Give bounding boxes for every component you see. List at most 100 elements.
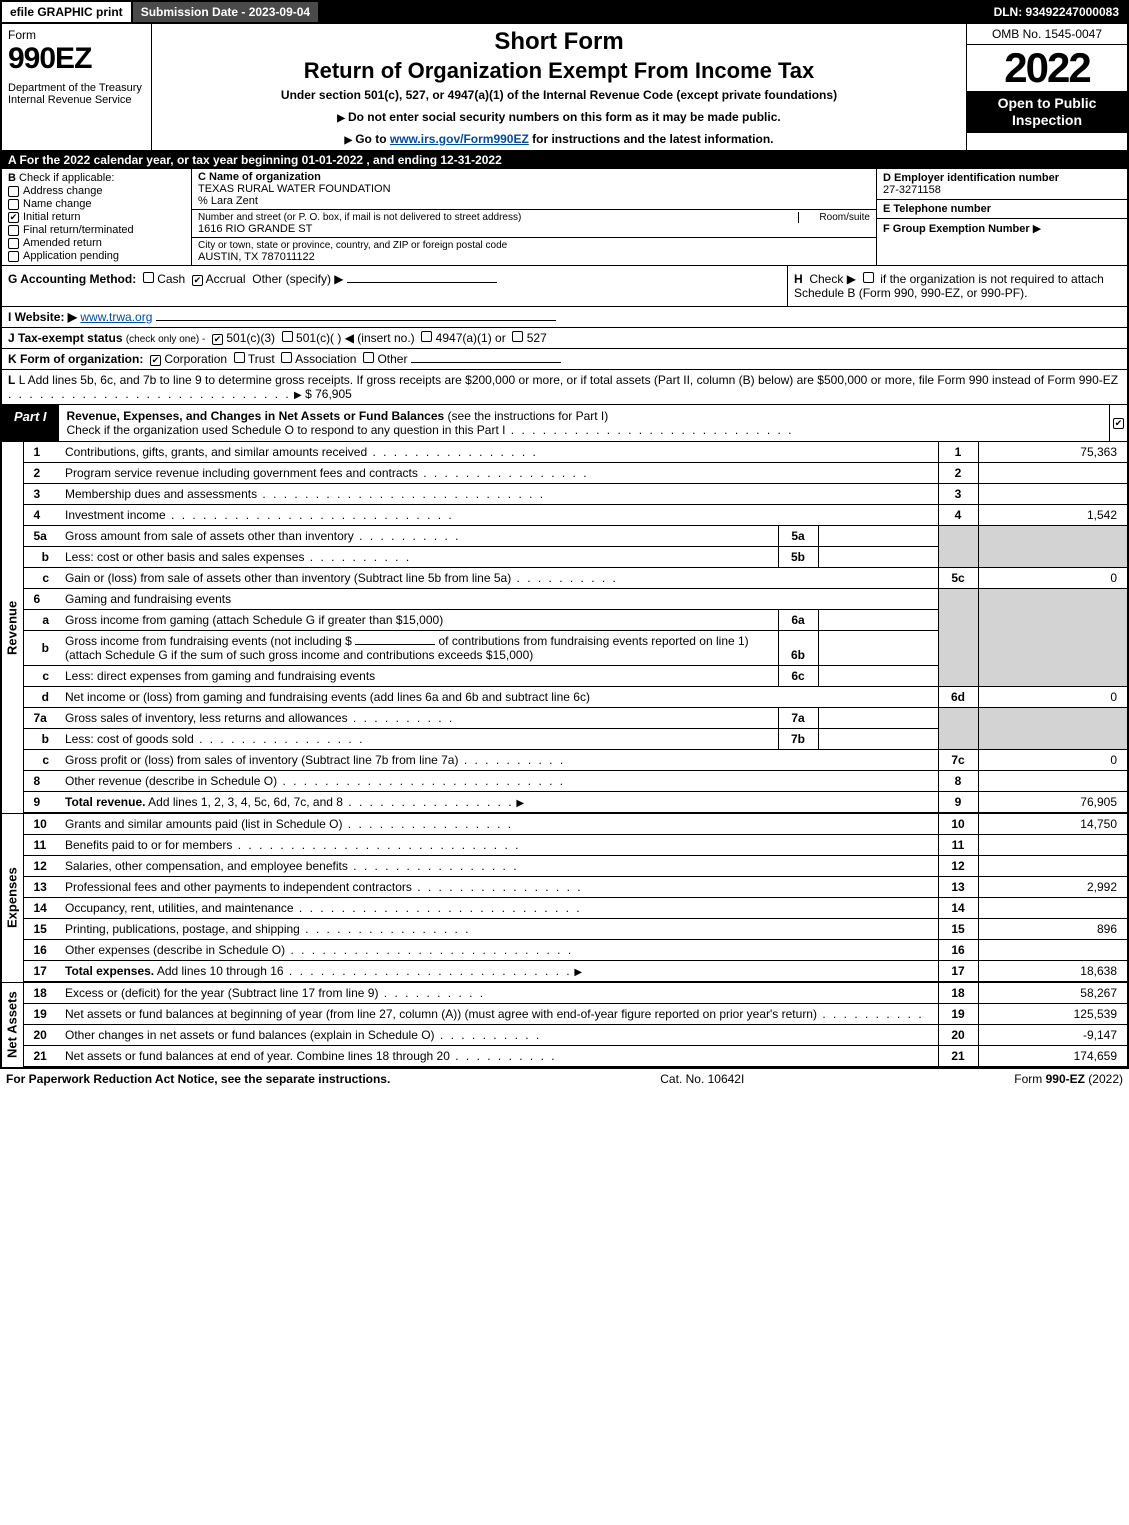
l5c-desc-text: Gain or (loss) from sale of assets other… (65, 571, 511, 585)
form-label: Form (8, 28, 145, 42)
l5b-mnum: 5b (778, 547, 818, 568)
checkbox-assoc[interactable] (281, 352, 292, 363)
l8-desc: Other revenue (describe in Schedule O) (59, 771, 938, 792)
vlabel-revenue: Revenue (1, 442, 23, 813)
footer: For Paperwork Reduction Act Notice, see … (0, 1068, 1129, 1089)
g-label: G Accounting Method: (8, 272, 136, 286)
l19-rnum: 19 (938, 1004, 978, 1025)
line-7c: c Gross profit or (loss) from sales of i… (1, 750, 1128, 771)
l7b-desc: Less: cost of goods sold (59, 729, 778, 750)
f-arrow: ▶ (1033, 223, 1041, 235)
l21-num: 21 (23, 1046, 59, 1068)
l15-rnum: 15 (938, 919, 978, 940)
check-name-label: Name change (23, 198, 92, 210)
l7a-num: 7a (23, 708, 59, 729)
line-4: 4 Investment income 4 1,542 (1, 505, 1128, 526)
line-1: Revenue 1 Contributions, gifts, grants, … (1, 442, 1128, 463)
check-initial: Initial return (8, 211, 185, 223)
checkbox-4947[interactable] (421, 331, 432, 342)
l8-rnum: 8 (938, 771, 978, 792)
section-g: G Accounting Method: Cash Accrual Other … (2, 266, 787, 306)
lines-table: Revenue 1 Contributions, gifts, grants, … (0, 442, 1129, 1068)
checkbox-pending[interactable] (8, 251, 19, 262)
checkbox-cash[interactable] (143, 272, 154, 283)
note-2-prefix: Go to (355, 132, 390, 146)
checkbox-501c[interactable] (282, 331, 293, 342)
check-address: Address change (8, 185, 185, 197)
check-amended: Amended return (8, 237, 185, 249)
efile-label: efile GRAPHIC print (10, 5, 123, 19)
l16-desc: Other expenses (describe in Schedule O) (59, 940, 938, 961)
checkbox-name[interactable] (8, 199, 19, 210)
check-amended-label: Amended return (23, 237, 102, 249)
line-6: 6 Gaming and fundraising events (1, 589, 1128, 610)
l6d-num: d (23, 687, 59, 708)
j-opt2: 501(c)( ) (296, 331, 341, 345)
l20-num: 20 (23, 1025, 59, 1046)
l11-rnum: 11 (938, 835, 978, 856)
l12-val (978, 856, 1128, 877)
l6-shaded (938, 589, 978, 687)
line-9: 9 Total revenue. Add lines 1, 2, 3, 4, 5… (1, 792, 1128, 814)
l14-desc: Occupancy, rent, utilities, and maintena… (59, 898, 938, 919)
l6b-desc1: Gross income from fundraising events (no… (65, 634, 352, 648)
section-k: K Form of organization: Corporation Trus… (0, 349, 1129, 370)
l19-num: 19 (23, 1004, 59, 1025)
irs-link[interactable]: www.irs.gov/Form990EZ (390, 132, 529, 146)
l5ab-shaded (938, 526, 978, 568)
l21-rnum: 21 (938, 1046, 978, 1068)
l4-desc: Investment income (59, 505, 938, 526)
checkbox-amended[interactable] (8, 238, 19, 249)
check-pending-label: Application pending (23, 250, 119, 262)
checkbox-other[interactable] (363, 352, 374, 363)
checkbox-h[interactable] (863, 272, 874, 283)
checkbox-final[interactable] (8, 225, 19, 236)
l13-desc-text: Professional fees and other payments to … (65, 880, 412, 894)
l18-desc-text: Excess or (deficit) for the year (Subtra… (65, 986, 378, 1000)
l6-desc: Gaming and fundraising events (59, 589, 938, 610)
l6b-num: b (23, 631, 59, 666)
l7c-desc: Gross profit or (loss) from sales of inv… (59, 750, 938, 771)
line-7a: 7a Gross sales of inventory, less return… (1, 708, 1128, 729)
l7a-mval (818, 708, 938, 729)
footer-right-bold: 990-EZ (1046, 1072, 1085, 1086)
l21-desc: Net assets or fund balances at end of ye… (59, 1046, 938, 1068)
l6c-num: c (23, 666, 59, 687)
l14-val (978, 898, 1128, 919)
website-link[interactable]: www.trwa.org (80, 310, 152, 324)
l5c-rnum: 5c (938, 568, 978, 589)
form-header: Form 990EZ Department of the Treasury In… (0, 24, 1129, 151)
checkbox-501c3[interactable] (212, 334, 223, 345)
l7a-mnum: 7a (778, 708, 818, 729)
efile-print[interactable]: efile GRAPHIC print (2, 2, 133, 22)
line-20: 20 Other changes in net assets or fund b… (1, 1025, 1128, 1046)
k-label: K Form of organization: (8, 352, 143, 366)
l17-rnum: 17 (938, 961, 978, 983)
part-1-subtitle: Check if the organization used Schedule … (67, 423, 506, 437)
check-initial-label: Initial return (23, 211, 80, 223)
section-def: D Employer identification number 27-3271… (877, 169, 1127, 265)
l20-desc: Other changes in net assets or fund bala… (59, 1025, 938, 1046)
header-center: Short Form Return of Organization Exempt… (152, 24, 967, 150)
checkbox-accrual[interactable] (192, 275, 203, 286)
section-l: L L Add lines 5b, 6c, and 7b to line 9 t… (0, 370, 1129, 405)
check-address-label: Address change (23, 185, 103, 197)
checkbox-527[interactable] (512, 331, 523, 342)
checkbox-schedule-o[interactable] (1113, 418, 1124, 429)
l6d-rnum: 6d (938, 687, 978, 708)
l16-val (978, 940, 1128, 961)
l4-rnum: 4 (938, 505, 978, 526)
l12-rnum: 12 (938, 856, 978, 877)
checkbox-initial[interactable] (8, 212, 19, 223)
l7c-val: 0 (978, 750, 1128, 771)
l17-desc: Total expenses. Add lines 10 through 16 (59, 961, 938, 983)
checkbox-trust[interactable] (234, 352, 245, 363)
l5a-desc-text: Gross amount from sale of assets other t… (65, 529, 354, 543)
l3-val (978, 484, 1128, 505)
l5b-desc-text: Less: cost or other basis and sales expe… (65, 550, 304, 564)
l2-rnum: 2 (938, 463, 978, 484)
l5b-num: b (23, 547, 59, 568)
k-assoc: Association (295, 352, 356, 366)
checkbox-address[interactable] (8, 186, 19, 197)
checkbox-corp[interactable] (150, 355, 161, 366)
